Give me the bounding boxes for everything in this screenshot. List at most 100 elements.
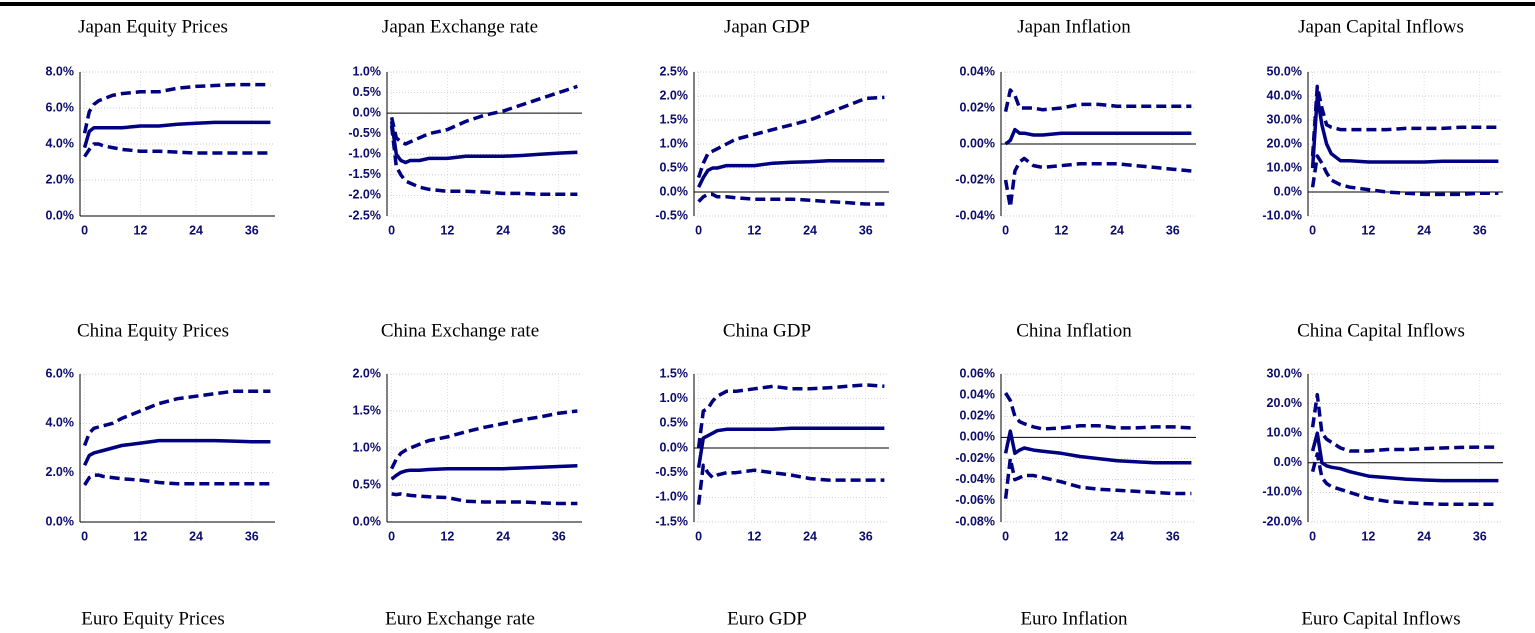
band-line bbox=[1003, 156, 1192, 209]
x-tick-label: 36 bbox=[1166, 529, 1180, 543]
y-tick-label: 6.0% bbox=[46, 366, 75, 380]
response-line bbox=[1310, 94, 1499, 169]
chart-title: Japan Inflation bbox=[1017, 16, 1131, 37]
y-tick-label: 0.0% bbox=[353, 105, 382, 119]
y-tick-label: 0.0% bbox=[1274, 455, 1303, 469]
band-line bbox=[1003, 456, 1192, 499]
x-tick-label: 36 bbox=[859, 223, 873, 237]
y-tick-label: 10.0% bbox=[1267, 160, 1302, 174]
y-tick-label: -10.0% bbox=[1262, 485, 1302, 499]
x-tick-label: 12 bbox=[1361, 223, 1375, 237]
y-tick-label: -0.5% bbox=[348, 126, 381, 140]
chart-title: China Equity Prices bbox=[77, 320, 229, 341]
y-tick-label: 40.0% bbox=[1267, 88, 1302, 102]
y-tick-label: -0.06% bbox=[955, 493, 995, 507]
band-line bbox=[389, 84, 578, 146]
x-tick-label: 36 bbox=[552, 223, 566, 237]
y-tick-label: 0.0% bbox=[660, 184, 689, 198]
y-tick-label: 0.00% bbox=[960, 136, 995, 150]
y-tick-label: 1.0% bbox=[660, 391, 689, 405]
chart-title: Euro Inflation bbox=[1020, 608, 1128, 629]
y-tick-label: 10.0% bbox=[1267, 425, 1302, 439]
y-tick-label: 1.0% bbox=[660, 136, 689, 150]
x-tick-label: 36 bbox=[245, 529, 259, 543]
y-tick-label: -0.5% bbox=[655, 208, 688, 222]
y-tick-label: -1.0% bbox=[348, 147, 381, 161]
x-tick-label: 12 bbox=[133, 223, 147, 237]
band-line bbox=[1310, 392, 1499, 453]
y-tick-label: 2.0% bbox=[353, 366, 382, 380]
x-tick-label: 12 bbox=[1054, 529, 1068, 543]
chart-title: Japan Capital Inflows bbox=[1298, 16, 1464, 37]
band-line bbox=[389, 125, 578, 196]
chart-title: Euro Equity Prices bbox=[81, 608, 225, 629]
response-line bbox=[83, 438, 271, 467]
band-line bbox=[696, 383, 885, 449]
y-tick-label: -10.0% bbox=[1262, 208, 1302, 222]
x-tick-label: 36 bbox=[859, 529, 873, 543]
chart-title: China Exchange rate bbox=[381, 320, 539, 341]
band-line bbox=[697, 192, 885, 206]
y-tick-label: 8.0% bbox=[46, 64, 75, 78]
x-tick-label: 24 bbox=[496, 529, 510, 543]
y-tick-label: 20.0% bbox=[1267, 136, 1302, 150]
chart-title: China Inflation bbox=[1016, 320, 1132, 341]
y-tick-label: 0.02% bbox=[960, 409, 995, 423]
response-line bbox=[1004, 127, 1192, 146]
y-tick-label: -0.04% bbox=[955, 208, 995, 222]
chart-title: Japan GDP bbox=[724, 16, 810, 37]
y-tick-label: 1.5% bbox=[660, 112, 689, 126]
chart-title: Euro GDP bbox=[727, 608, 807, 629]
y-tick-label: 1.5% bbox=[353, 403, 382, 417]
x-tick-label: 36 bbox=[245, 223, 259, 237]
y-tick-label: 0.0% bbox=[1274, 184, 1303, 198]
band-line bbox=[390, 409, 578, 470]
x-tick-label: 0 bbox=[388, 529, 395, 543]
x-tick-label: 24 bbox=[1110, 223, 1124, 237]
x-tick-label: 36 bbox=[552, 529, 566, 543]
y-tick-label: 50.0% bbox=[1267, 64, 1302, 78]
y-tick-label: 30.0% bbox=[1267, 366, 1302, 380]
band-line bbox=[82, 389, 271, 447]
y-tick-label: 4.0% bbox=[46, 416, 75, 430]
x-tick-label: 36 bbox=[1166, 223, 1180, 237]
x-tick-label: 12 bbox=[747, 529, 761, 543]
y-tick-label: -20.0% bbox=[1262, 514, 1302, 528]
chart-title: Euro Exchange rate bbox=[385, 608, 535, 629]
band-line bbox=[1310, 154, 1499, 197]
band-line bbox=[1003, 88, 1192, 112]
x-tick-label: 12 bbox=[440, 223, 454, 237]
x-tick-label: 0 bbox=[81, 529, 88, 543]
x-tick-label: 24 bbox=[1110, 529, 1124, 543]
y-tick-label: -1.0% bbox=[655, 490, 688, 504]
x-tick-label: 12 bbox=[1054, 223, 1068, 237]
x-tick-label: 0 bbox=[1002, 529, 1009, 543]
x-tick-label: 24 bbox=[496, 223, 510, 237]
x-tick-label: 12 bbox=[440, 529, 454, 543]
x-tick-label: 24 bbox=[1417, 223, 1431, 237]
y-tick-label: 0.0% bbox=[353, 514, 382, 528]
chart-title: China Capital Inflows bbox=[1297, 320, 1465, 341]
x-tick-label: 0 bbox=[695, 223, 702, 237]
y-tick-label: 0.0% bbox=[46, 514, 75, 528]
x-tick-label: 0 bbox=[1309, 223, 1316, 237]
y-tick-label: -1.5% bbox=[348, 167, 381, 181]
response-line bbox=[390, 464, 578, 481]
y-tick-label: 0.02% bbox=[960, 100, 995, 114]
y-tick-label: -2.5% bbox=[348, 208, 381, 222]
y-tick-label: -2.0% bbox=[348, 188, 381, 202]
chart-title: Japan Equity Prices bbox=[78, 16, 228, 37]
band-line bbox=[1004, 392, 1192, 431]
y-tick-label: -0.5% bbox=[655, 465, 688, 479]
y-tick-label: 0.06% bbox=[960, 366, 995, 380]
x-tick-label: 36 bbox=[1473, 529, 1487, 543]
y-tick-label: 0.0% bbox=[660, 440, 689, 454]
y-tick-label: -1.5% bbox=[655, 514, 688, 528]
y-tick-label: -0.02% bbox=[955, 451, 995, 465]
x-tick-label: 0 bbox=[1002, 223, 1009, 237]
x-tick-label: 24 bbox=[1417, 529, 1431, 543]
response-line bbox=[1003, 429, 1192, 465]
y-tick-label: 4.0% bbox=[46, 136, 75, 150]
y-tick-label: 0.00% bbox=[960, 430, 995, 444]
